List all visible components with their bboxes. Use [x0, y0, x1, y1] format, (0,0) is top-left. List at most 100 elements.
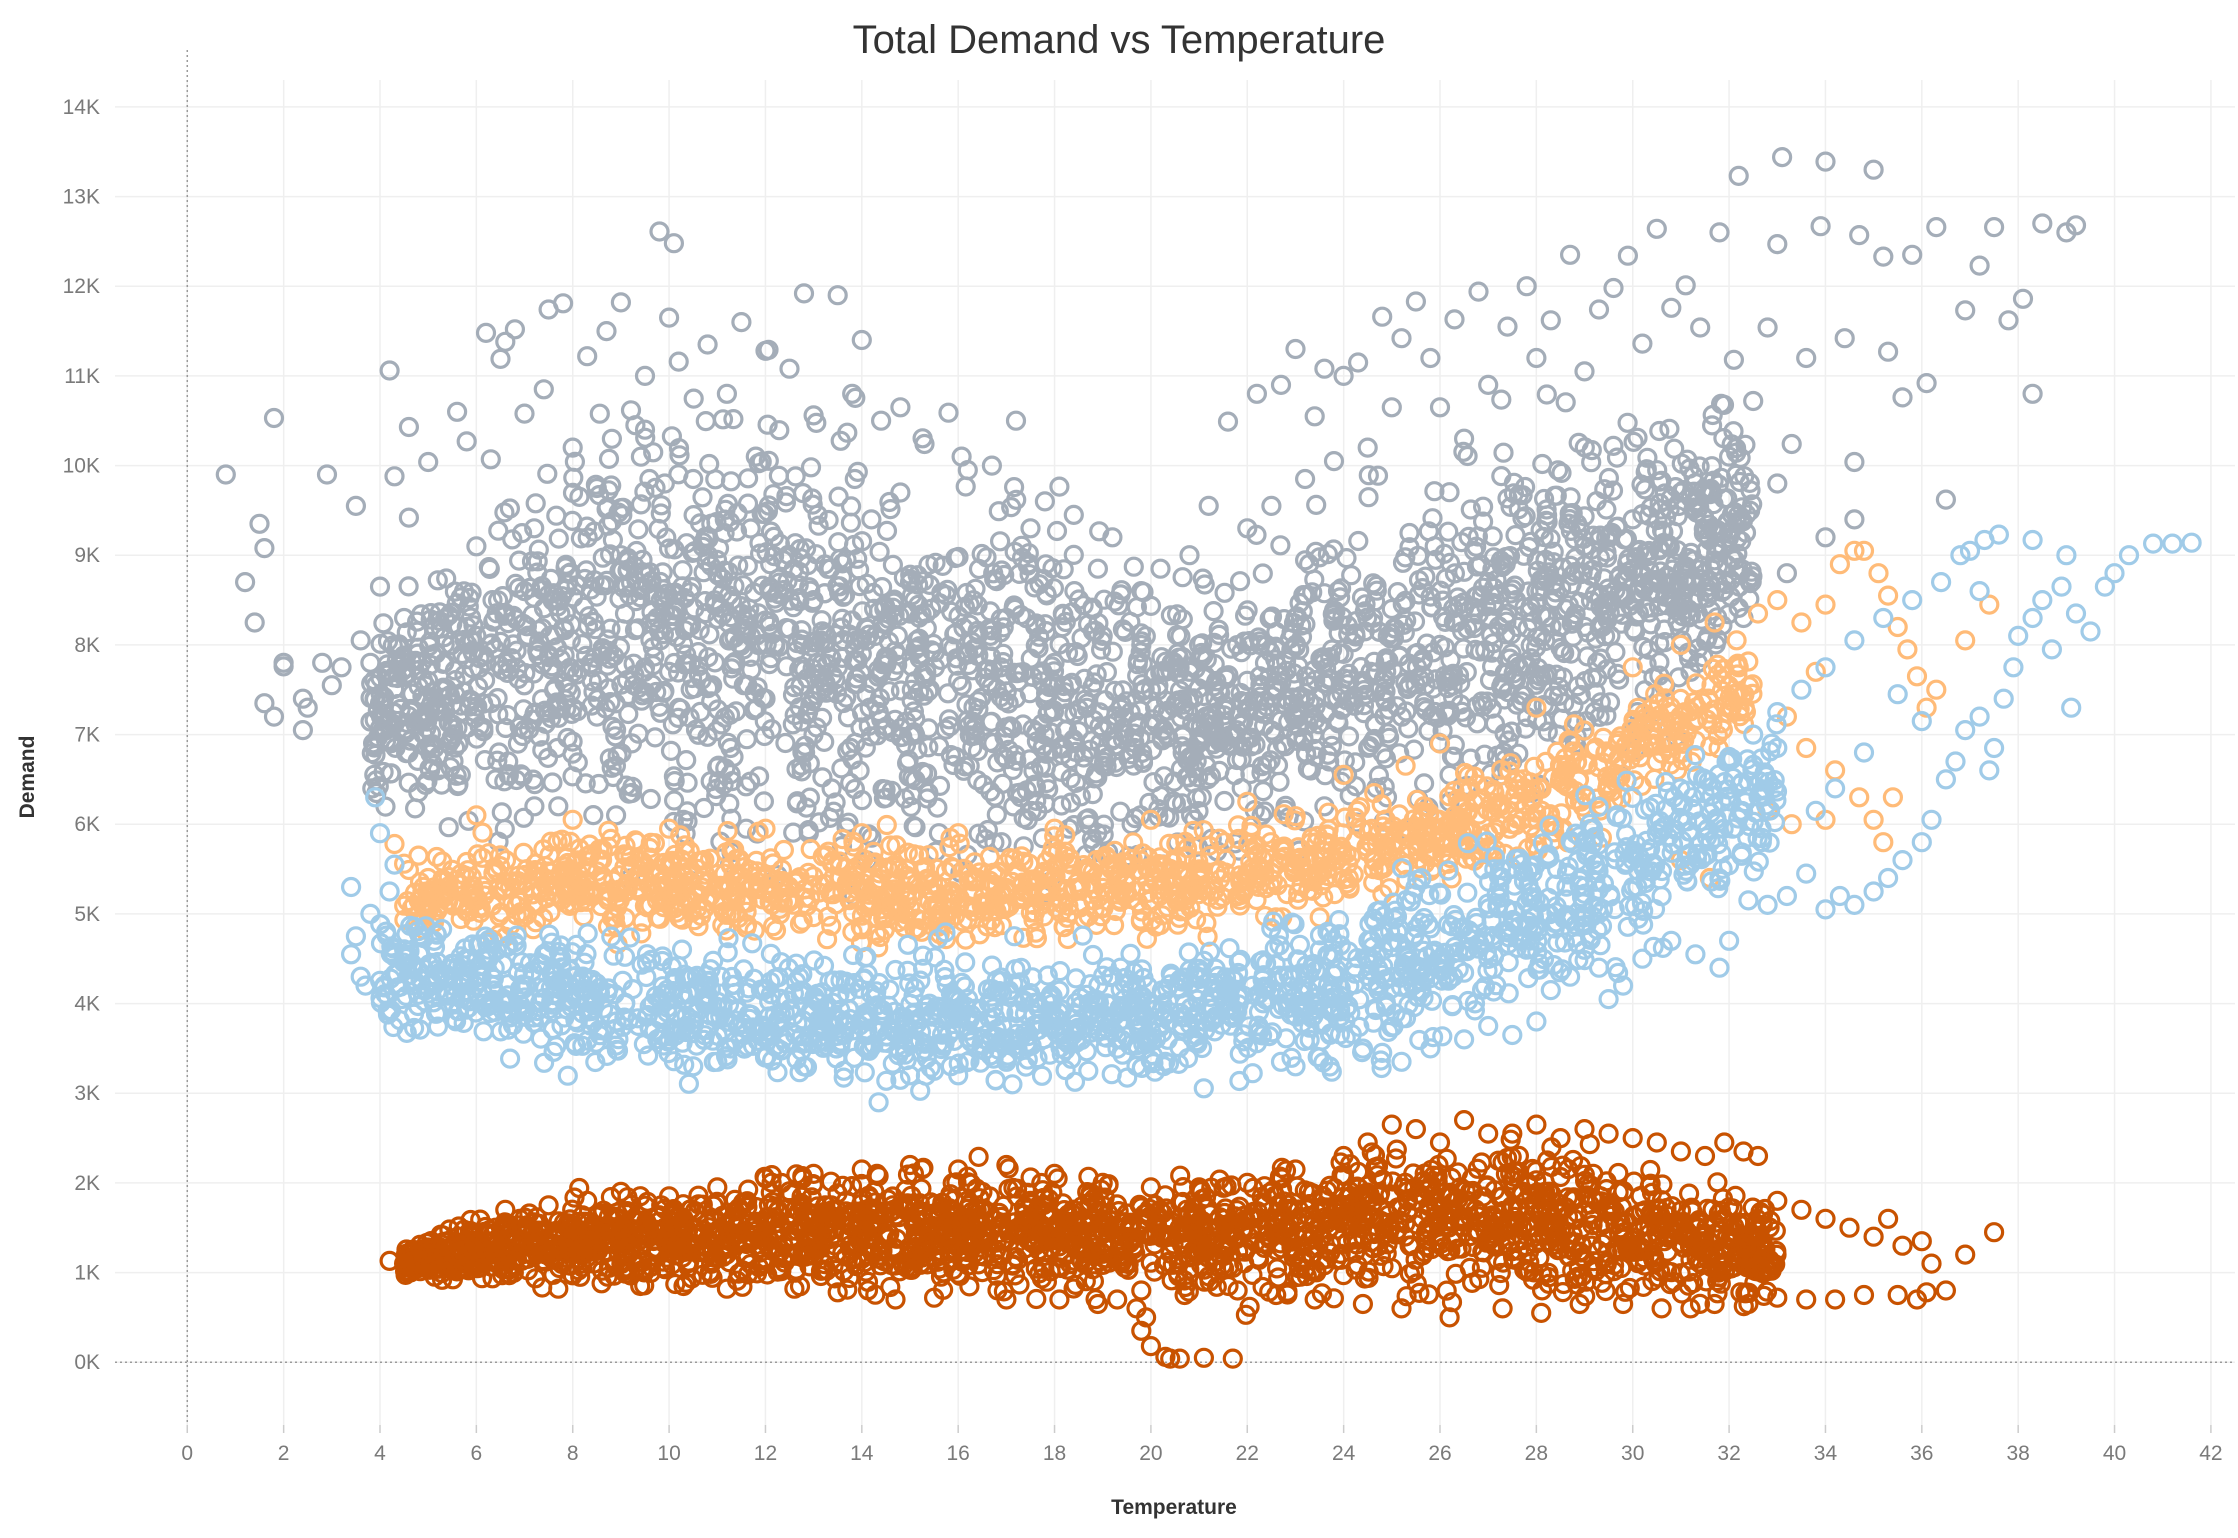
data-point — [556, 660, 577, 681]
data-point — [1174, 699, 1195, 720]
data-point — [1537, 695, 1559, 717]
data-point — [1574, 555, 1595, 576]
data-point — [668, 697, 689, 719]
data-point — [1123, 723, 1145, 744]
data-point — [1515, 656, 1536, 677]
data-point — [1357, 437, 1378, 458]
data-point — [847, 673, 868, 694]
data-point — [894, 788, 916, 809]
data-point — [420, 743, 441, 764]
data-point — [1680, 487, 1701, 509]
data-point — [736, 818, 757, 839]
data-point — [1043, 661, 1065, 682]
data-point — [1378, 699, 1400, 720]
data-point — [697, 545, 719, 566]
data-point — [720, 737, 741, 759]
data-point — [254, 693, 275, 714]
data-point — [1110, 801, 1131, 822]
data-point — [292, 719, 313, 741]
data-point — [987, 752, 1008, 773]
data-point — [1132, 653, 1153, 674]
data-point — [1453, 428, 1475, 449]
data-point — [1073, 595, 1094, 616]
data-point — [312, 652, 333, 673]
data-point — [996, 749, 1017, 770]
data-point — [2032, 213, 2053, 234]
data-point — [1063, 504, 1084, 526]
data-point — [1034, 491, 1056, 512]
data-point — [1472, 496, 1494, 517]
data-point — [1935, 489, 1957, 510]
data-point — [1926, 217, 1947, 238]
data-point — [876, 520, 898, 542]
data-point — [1399, 522, 1420, 544]
data-point — [674, 587, 696, 609]
data-point — [775, 732, 796, 754]
data-point — [1270, 535, 1291, 556]
data-point — [791, 711, 812, 732]
data-point — [1188, 634, 1210, 656]
data-point — [1174, 669, 1195, 690]
data-point — [1700, 735, 1721, 757]
data-point — [1104, 728, 1125, 750]
data-point — [1218, 665, 1239, 686]
data-point — [833, 586, 854, 607]
data-point — [504, 319, 526, 340]
data-point — [1435, 611, 1456, 633]
data-point — [872, 778, 893, 800]
data-point — [646, 681, 667, 703]
data-point — [1306, 494, 1327, 515]
data-point — [803, 589, 824, 611]
data-point — [912, 761, 933, 783]
data-point — [1422, 508, 1443, 529]
data-point — [890, 680, 912, 701]
data-point — [980, 646, 1002, 667]
data-point — [1250, 686, 1271, 707]
data-point — [1345, 752, 1366, 773]
data-point — [1074, 689, 1096, 710]
data-point — [456, 648, 477, 670]
data-point — [976, 659, 997, 680]
data-point — [1649, 420, 1670, 442]
data-point — [1659, 418, 1680, 439]
data-point — [422, 734, 443, 755]
data-point — [1471, 691, 1492, 712]
data-point — [586, 477, 607, 499]
data-point — [1781, 433, 1802, 455]
data-point — [1551, 462, 1572, 483]
data-point — [882, 554, 904, 576]
data-point — [628, 723, 649, 744]
data-point — [479, 558, 500, 580]
data-point — [1364, 651, 1385, 672]
data-point — [1418, 720, 1439, 741]
data-point — [1424, 536, 1445, 557]
data-point — [1338, 623, 1359, 645]
data-point — [697, 334, 718, 355]
data-point — [1536, 499, 1557, 520]
data-point — [878, 631, 900, 652]
data-point — [427, 570, 448, 591]
data-point — [1046, 520, 1068, 542]
data-point — [1474, 744, 1495, 765]
data-point — [707, 608, 728, 630]
data-point — [880, 499, 901, 520]
data-point — [661, 426, 683, 447]
data-point — [1153, 766, 1175, 787]
data-point — [1810, 216, 1831, 237]
data-point — [1484, 595, 1505, 616]
data-point — [776, 486, 797, 507]
data-point — [698, 647, 719, 668]
data-point — [876, 814, 897, 836]
data-point — [491, 802, 512, 823]
data-point — [1420, 347, 1441, 369]
data-point — [869, 541, 890, 562]
data-point — [495, 331, 516, 352]
data-point — [761, 719, 782, 740]
data-point — [525, 493, 546, 514]
data-point — [1741, 561, 1762, 582]
data-point — [1560, 555, 1581, 577]
data-point — [984, 569, 1005, 590]
data-point — [918, 737, 939, 758]
data-point — [1849, 787, 1870, 808]
data-point — [1675, 275, 1696, 296]
